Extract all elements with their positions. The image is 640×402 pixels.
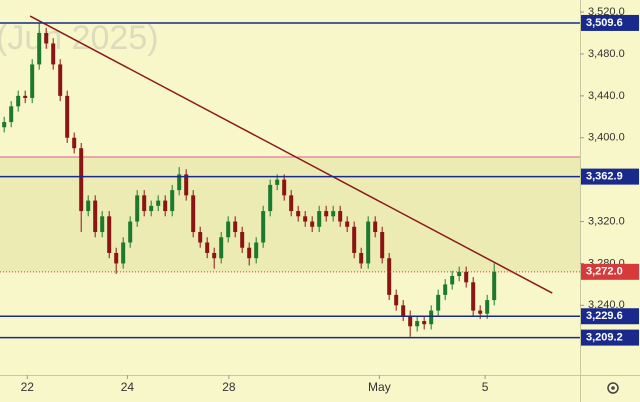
candle-body	[177, 174, 182, 191]
candle-body	[226, 221, 231, 238]
candle-body	[303, 216, 308, 222]
candle-body	[471, 282, 476, 311]
candle-body	[380, 232, 385, 259]
level-label-box	[581, 168, 639, 185]
candle-body	[261, 211, 266, 243]
gear[interactable]	[607, 382, 619, 394]
candle-body	[191, 195, 196, 233]
candle-body	[422, 321, 427, 325]
candle-body	[457, 271, 462, 277]
candle-body	[401, 305, 406, 316]
candle-body	[205, 242, 210, 253]
candle-body	[240, 232, 245, 248]
x-tick-label: 22	[21, 380, 35, 394]
candle-body	[170, 190, 175, 212]
candle-body	[485, 300, 490, 314]
candle-body	[198, 232, 203, 243]
band	[0, 157, 580, 272]
settings-icon[interactable]	[607, 382, 619, 394]
candle-body	[128, 221, 133, 243]
y-tick-label: 3,320.0	[588, 215, 625, 227]
candle-body	[65, 95, 70, 138]
candle-body	[352, 226, 357, 253]
candle-body	[324, 211, 329, 217]
level-label-box	[581, 263, 639, 280]
x-tick-label: May	[368, 380, 391, 394]
candle-body	[114, 252, 119, 264]
x-tick-label: 5	[482, 380, 489, 394]
candle-body	[492, 271, 497, 301]
candle-body	[429, 310, 434, 325]
level-label: 3,272.0	[586, 266, 623, 278]
level-label-box	[581, 308, 639, 325]
watermark: (Jun 2025)	[0, 19, 159, 57]
level-label-box	[581, 329, 639, 346]
y-tick-label: 3,480.0	[588, 48, 625, 60]
candle-body	[86, 200, 91, 212]
candle-body	[247, 247, 252, 259]
candle-body	[30, 64, 35, 98]
candle-body	[107, 216, 112, 253]
candle-body	[464, 271, 469, 283]
x-tick-label: 28	[222, 380, 236, 394]
candle-body	[359, 252, 364, 264]
candle-body	[275, 179, 280, 185]
candle-body	[268, 184, 273, 212]
candle-body	[282, 179, 287, 196]
x-tick-label: 24	[121, 380, 135, 394]
candle-body	[51, 43, 56, 65]
level-label: 3,509.6	[586, 17, 623, 29]
candle-body	[436, 294, 441, 311]
gear-center[interactable]	[611, 386, 615, 390]
level-label-box	[581, 14, 639, 31]
candle-body	[450, 276, 455, 285]
level-label: 3,229.6	[586, 310, 623, 322]
candle-body	[289, 195, 294, 212]
candle-body	[135, 195, 140, 222]
candle-body	[9, 106, 14, 123]
candle-body	[219, 237, 224, 259]
candle-body	[58, 64, 63, 96]
candle-body	[387, 258, 392, 295]
candle-body	[184, 174, 189, 196]
candle-body	[345, 221, 350, 227]
candle-body	[212, 252, 217, 259]
candle-body	[23, 95, 28, 98]
candle-body	[317, 211, 322, 227]
candle-body	[408, 315, 413, 327]
candle-body	[72, 137, 77, 149]
candle-body	[149, 205, 154, 212]
candle-body	[37, 32, 42, 65]
candle-body	[163, 200, 168, 212]
candle-body	[310, 221, 315, 227]
candle-body	[443, 284, 448, 295]
y-tick-label: 3,440.0	[588, 90, 625, 102]
candle-body	[331, 211, 336, 217]
candle-body	[121, 242, 126, 264]
candle-body	[296, 211, 301, 217]
candle-body	[366, 221, 371, 264]
level-label: 3,362.9	[586, 171, 623, 183]
trendline	[29, 15, 553, 294]
candle-body	[142, 195, 147, 212]
candle-body	[100, 216, 105, 233]
level-label: 3,209.2	[586, 332, 623, 344]
candle-body	[254, 242, 259, 259]
candle-body	[93, 200, 98, 233]
candle-body	[44, 32, 49, 44]
candle-body	[79, 148, 84, 212]
candle-body	[16, 95, 21, 107]
candle-body	[373, 221, 378, 233]
candle-body	[2, 122, 7, 128]
y-tick-label: 3,400.0	[588, 132, 625, 144]
candle-body	[233, 221, 238, 233]
candle-body	[338, 211, 343, 222]
candle-body	[394, 294, 399, 306]
candle-body	[156, 200, 161, 206]
candle-body	[415, 321, 420, 327]
candle-body	[478, 310, 483, 314]
plot-area: (Jun 2025)	[0, 15, 580, 339]
